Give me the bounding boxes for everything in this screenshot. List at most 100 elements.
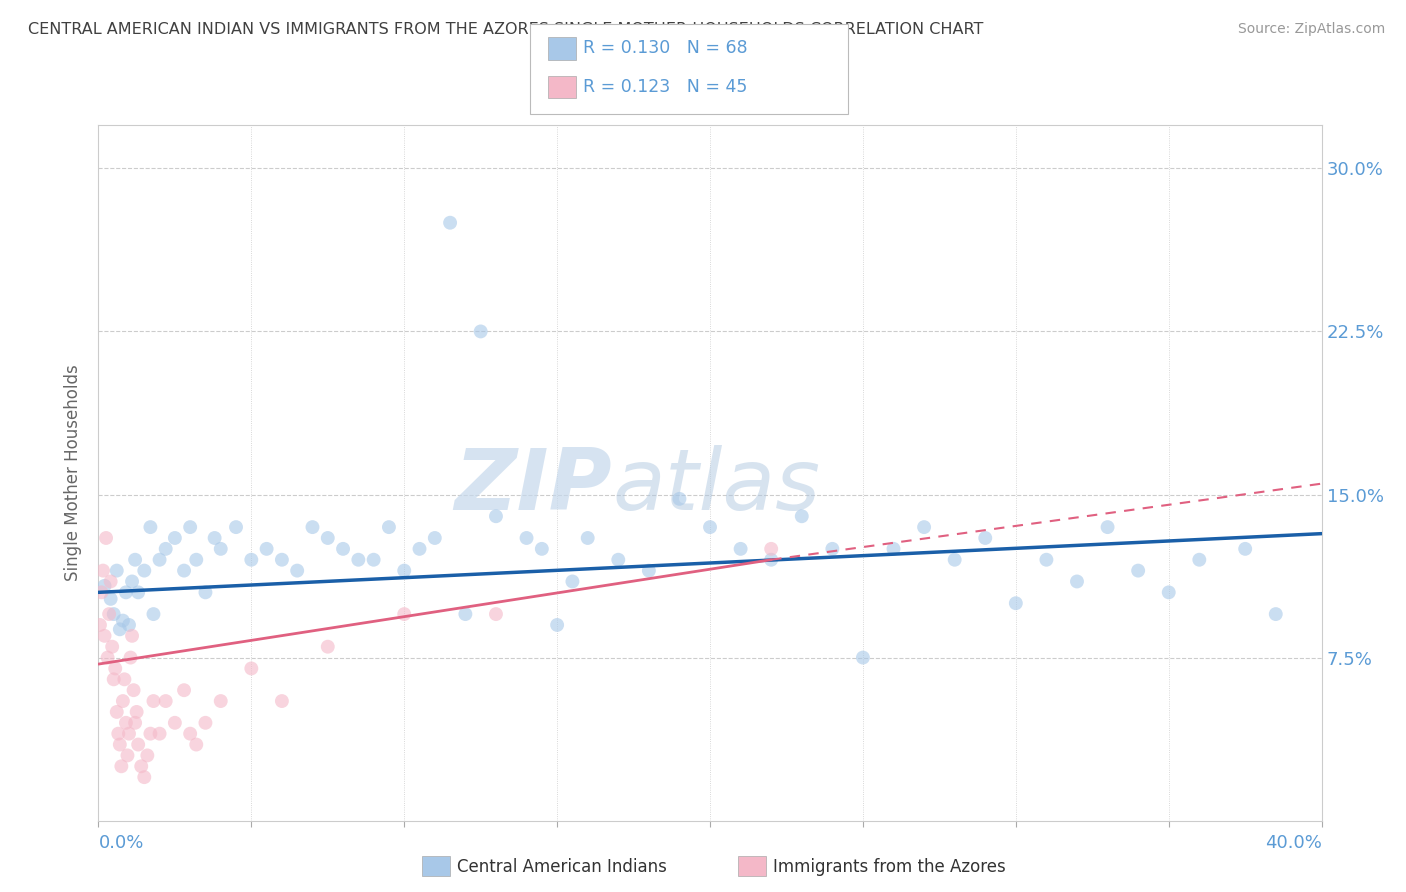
Point <box>1097 520 1119 534</box>
Point <box>332 541 354 556</box>
Point <box>821 541 844 556</box>
Point <box>270 552 294 567</box>
Point <box>108 623 131 637</box>
Point <box>105 705 128 719</box>
Point <box>790 509 813 524</box>
Point <box>101 640 124 654</box>
Point <box>90 585 112 599</box>
Point <box>91 564 114 578</box>
Text: 40.0%: 40.0% <box>1265 834 1322 852</box>
Point <box>105 564 128 578</box>
Point <box>1188 552 1211 567</box>
Text: Immigrants from the Azores: Immigrants from the Azores <box>773 858 1007 876</box>
Text: CENTRAL AMERICAN INDIAN VS IMMIGRANTS FROM THE AZORES SINGLE MOTHER HOUSEHOLDS C: CENTRAL AMERICAN INDIAN VS IMMIGRANTS FR… <box>28 22 983 37</box>
Point <box>761 552 783 567</box>
Point <box>111 694 134 708</box>
Point <box>121 574 143 589</box>
Point <box>668 491 690 506</box>
Point <box>1004 596 1026 610</box>
Point <box>100 591 122 606</box>
Point <box>1035 552 1057 567</box>
Point <box>730 541 752 556</box>
Text: R = 0.123   N = 45: R = 0.123 N = 45 <box>583 78 748 95</box>
Point <box>912 520 935 534</box>
Point <box>1264 607 1286 621</box>
Point <box>93 629 115 643</box>
Point <box>118 726 141 740</box>
Point <box>107 726 129 740</box>
Point <box>89 618 111 632</box>
Point <box>134 770 156 784</box>
Point <box>943 552 966 567</box>
Point <box>638 564 661 578</box>
Point <box>576 531 599 545</box>
Point <box>127 738 149 752</box>
Point <box>186 552 208 567</box>
Point <box>1234 541 1257 556</box>
Point <box>530 541 553 556</box>
Point <box>155 541 177 556</box>
Point <box>852 650 875 665</box>
Point <box>97 650 120 665</box>
Point <box>124 552 146 567</box>
Point <box>163 531 186 545</box>
Y-axis label: Single Mother Households: Single Mother Households <box>65 365 83 581</box>
Point <box>194 585 217 599</box>
Text: 0.0%: 0.0% <box>98 834 143 852</box>
Point <box>270 694 294 708</box>
Point <box>209 694 232 708</box>
Point <box>134 564 156 578</box>
Point <box>561 574 583 589</box>
Point <box>761 541 783 556</box>
Point <box>316 531 339 545</box>
Point <box>485 607 508 621</box>
Point <box>1157 585 1180 599</box>
Point <box>93 579 115 593</box>
Point <box>194 715 217 730</box>
Point <box>204 531 226 545</box>
Point <box>142 694 165 708</box>
Point <box>149 726 172 740</box>
Point <box>98 607 121 621</box>
Point <box>111 614 134 628</box>
Point <box>110 759 132 773</box>
Point <box>139 726 162 740</box>
Point <box>240 552 263 567</box>
Point <box>470 325 492 339</box>
Point <box>439 216 461 230</box>
Point <box>103 673 125 687</box>
Point <box>149 552 172 567</box>
Point <box>363 552 385 567</box>
Point <box>173 683 195 698</box>
Point <box>240 661 263 675</box>
Point <box>423 531 446 545</box>
Point <box>179 726 201 740</box>
Point <box>883 541 905 556</box>
Point <box>100 574 122 589</box>
Point <box>225 520 247 534</box>
Point <box>125 705 148 719</box>
Point <box>121 629 143 643</box>
Point <box>209 541 232 556</box>
Point <box>607 552 630 567</box>
Point <box>392 607 416 621</box>
Point <box>122 683 145 698</box>
Point <box>139 520 162 534</box>
Point <box>124 715 146 730</box>
Point <box>316 640 339 654</box>
Point <box>1128 564 1150 578</box>
Point <box>115 715 138 730</box>
Point <box>301 520 323 534</box>
Point <box>155 694 177 708</box>
Point <box>136 748 159 763</box>
Point <box>546 618 568 632</box>
Point <box>485 509 508 524</box>
Point <box>974 531 997 545</box>
Point <box>129 759 152 773</box>
Point <box>1066 574 1088 589</box>
Point <box>103 607 125 621</box>
Point <box>115 585 138 599</box>
Point <box>347 552 370 567</box>
Point <box>378 520 401 534</box>
Text: ZIP: ZIP <box>454 445 612 528</box>
